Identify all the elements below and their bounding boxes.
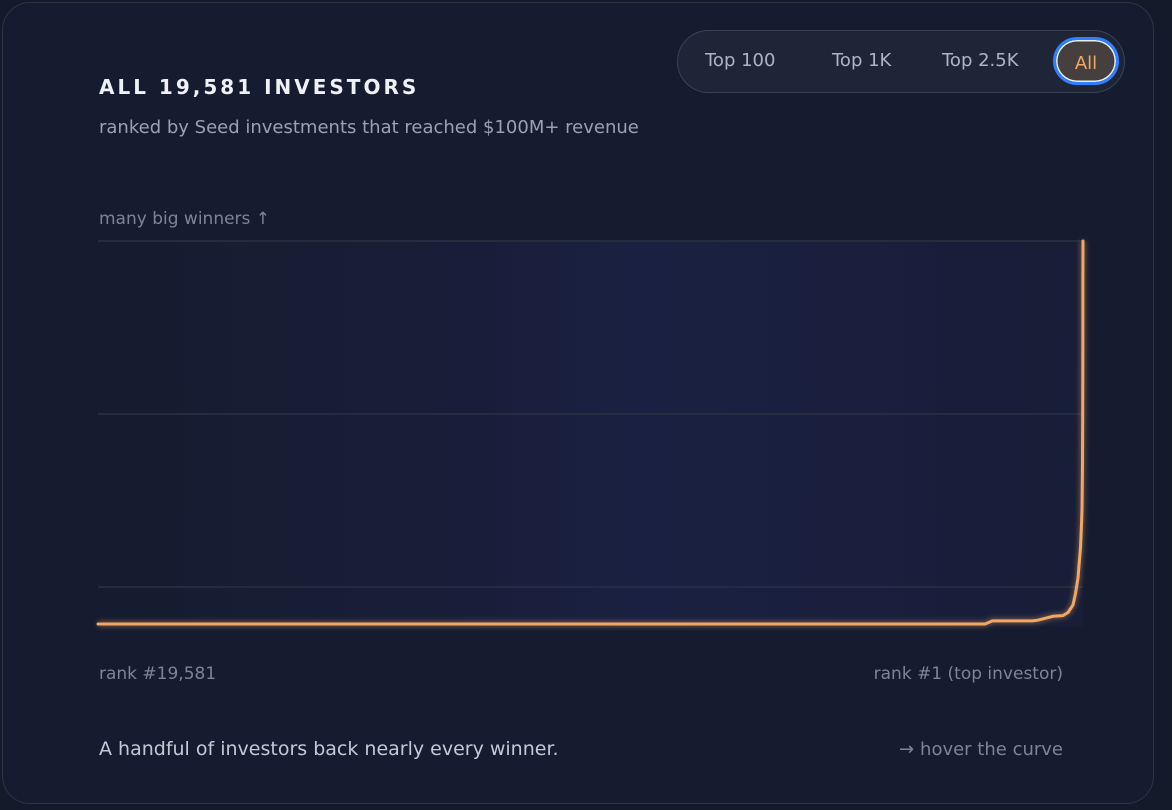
y-axis-hint: many big winners ↑	[99, 209, 271, 229]
range-top-100-button[interactable]: Top 100	[705, 50, 776, 71]
chart-title: ALL 19,581 INVESTORS	[99, 75, 420, 99]
chart-caption: A handful of investors back nearly every…	[99, 738, 559, 760]
x-axis-left-label: rank #19,581	[99, 664, 217, 684]
x-axis-right-label: rank #1 (top investor)	[873, 664, 1063, 684]
range-all-button[interactable]: All	[1053, 37, 1119, 85]
investor-chart-card: ALL 19,581 INVESTORS ranked by Seed inve…	[2, 2, 1154, 804]
range-top-1k-button[interactable]: Top 1K	[832, 50, 892, 71]
arrow-right-icon: →	[898, 739, 915, 760]
range-top-2-5k-button[interactable]: Top 2.5K	[942, 50, 1019, 71]
chart-subtitle: ranked by Seed investments that reached …	[99, 117, 639, 138]
range-toggle: Top 100 Top 1K Top 2.5K All	[677, 30, 1125, 93]
hover-hint-text: hover the curve	[920, 739, 1063, 760]
hover-hint[interactable]: → hover the curve	[899, 739, 1063, 760]
